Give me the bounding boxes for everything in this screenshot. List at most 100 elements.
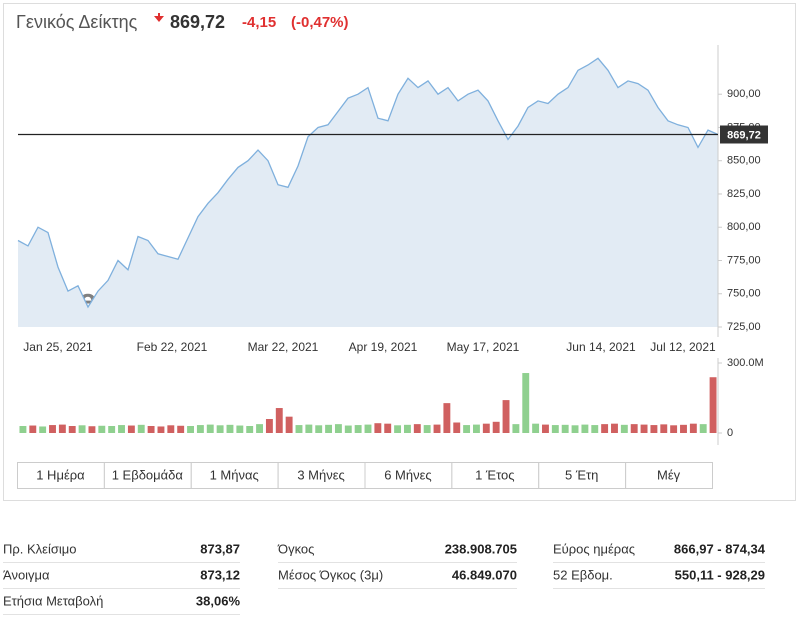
last-price-tag	[720, 125, 768, 144]
x-tick-label: Apr 19, 2021	[349, 340, 418, 354]
volume-bar	[611, 423, 618, 433]
stat-label: Ετήσια Μεταβολή	[3, 593, 103, 608]
stat-label: Άνοιγμα	[3, 567, 50, 582]
stat-value: 38,06%	[196, 593, 241, 608]
price: 869,72	[170, 12, 225, 32]
volume-bar	[19, 426, 27, 433]
stat-label: Πρ. Κλείσιμο	[3, 541, 77, 556]
volume-bar	[167, 425, 175, 433]
volume-bar	[364, 424, 372, 433]
y-tick-label: 825,00	[727, 188, 761, 200]
volume-bar	[620, 424, 628, 433]
y-tick-label: 0	[727, 427, 733, 439]
stat-value: 238.908.705	[445, 541, 517, 556]
range-tab[interactable]	[451, 462, 540, 489]
stat-value: 873,87	[200, 541, 240, 556]
stat-label: Όγκος	[277, 541, 314, 556]
volume-bar	[689, 423, 697, 433]
x-tick-label: Mar 22, 2021	[248, 340, 319, 354]
volume-bar	[157, 426, 165, 433]
volume-bar	[295, 425, 303, 433]
volume-bar	[325, 424, 333, 433]
stat-label: Εύρος ημέρας	[553, 541, 635, 556]
stat-value: 873,12	[200, 567, 240, 582]
volume-bar	[482, 423, 490, 433]
volume-bar	[433, 424, 441, 433]
volume-bar	[443, 403, 451, 433]
volume-bar	[206, 424, 214, 433]
range-tab-label: 3 Μήνες	[297, 467, 344, 482]
volume-bar	[561, 424, 569, 433]
volume-bar	[344, 425, 352, 433]
volume-bar	[680, 424, 687, 433]
volume-bar	[127, 425, 135, 433]
stat-value: 46.849.070	[452, 567, 517, 582]
change: -4,15	[242, 14, 276, 31]
volume-bar	[640, 424, 648, 433]
range-tab[interactable]	[364, 462, 453, 489]
volume-bar	[285, 416, 293, 433]
volume-bar	[354, 425, 362, 433]
volume-bar	[522, 373, 530, 433]
volume-bar	[68, 426, 76, 433]
change-pct: (-0,47%)	[291, 14, 349, 31]
index-title: Γενικός Δείκτης	[16, 12, 138, 32]
area	[18, 58, 718, 328]
down-arrow	[154, 13, 164, 22]
volume-bar	[423, 425, 431, 433]
volume-bar	[256, 424, 263, 433]
last-price-label: 869,72	[727, 129, 761, 141]
y-tick-label: 775,00	[727, 254, 761, 266]
range-tab-label: 1 Ημέρα	[36, 467, 85, 482]
volume-bar	[147, 426, 155, 433]
range-tab[interactable]	[625, 462, 713, 489]
y-tick-label: 725,00	[727, 321, 761, 333]
volume-bar	[709, 377, 717, 433]
range-tab[interactable]	[17, 462, 105, 489]
y-tick-label: 800,00	[727, 221, 761, 233]
stat-value: 866,97 - 874,34	[674, 541, 766, 556]
volume-bar	[394, 425, 402, 433]
volume-bar	[305, 424, 313, 433]
volume-bar	[551, 425, 559, 433]
volume-bar	[98, 425, 106, 433]
volume-bar	[591, 425, 599, 433]
range-tab[interactable]	[103, 462, 192, 489]
y-tick-label: 750,00	[727, 288, 761, 300]
range-tab[interactable]	[277, 462, 366, 489]
volume-bar	[246, 426, 254, 433]
volume-bar	[502, 400, 510, 433]
volume-bar	[334, 424, 342, 433]
volume-bar	[542, 424, 549, 433]
x-tick-label: Jul 12, 2021	[650, 340, 716, 354]
stat-label: Μέσος Όγκος (3μ)	[278, 567, 383, 582]
x-tick-label: Jun 14, 2021	[566, 340, 636, 354]
volume-bar	[187, 426, 194, 433]
volume-bar	[137, 424, 145, 433]
volume-bar	[699, 424, 707, 433]
volume-bar	[315, 425, 323, 433]
range-tab[interactable]	[190, 462, 279, 489]
volume-bar	[216, 425, 224, 433]
range-tab[interactable]	[538, 462, 627, 489]
volume-bar	[108, 426, 116, 433]
volume-bar	[453, 422, 461, 433]
volume-bar	[226, 424, 234, 433]
volume-bar	[58, 424, 66, 433]
volume-bar	[630, 424, 638, 433]
y-tick-label: 900,00	[727, 88, 761, 100]
volume-bar	[670, 425, 678, 433]
stat-value: 550,11 - 928,29	[675, 567, 765, 582]
volume-bar	[492, 421, 500, 433]
volume-bar	[601, 424, 609, 433]
volume-bar	[29, 425, 37, 433]
range-tab-label: 1 Μήνας	[210, 467, 259, 482]
volume-bar	[512, 424, 520, 433]
x-tick-label: Feb 22, 2021	[137, 340, 208, 354]
x-tick-label: Jan 25, 2021	[23, 340, 93, 354]
volume-bar	[196, 425, 204, 433]
volume-bar	[39, 426, 47, 433]
range-tab-label: 1 Εβδομάδα	[112, 467, 184, 482]
stat-label: 52 Εβδομ.	[553, 567, 613, 582]
volume-bar	[118, 425, 125, 433]
